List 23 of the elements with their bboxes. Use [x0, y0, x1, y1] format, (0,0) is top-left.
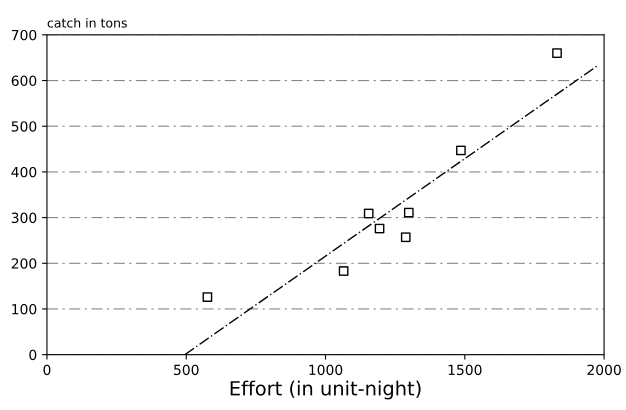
y-tick-label: 200: [12, 258, 36, 269]
x-tick-label: 0: [43, 364, 50, 376]
x-tick-label: 1500: [448, 364, 482, 376]
y-axis-title: catch in tons: [48, 18, 127, 28]
point: [552, 48, 562, 58]
x-tick-label: 500: [174, 364, 199, 376]
x-tick-label: 2000: [587, 364, 621, 376]
y-tick-label: 500: [12, 121, 36, 132]
y-tick-label: 600: [12, 76, 36, 86]
point: [400, 232, 411, 242]
y-tick-label: 300: [12, 212, 36, 224]
point: [404, 208, 414, 218]
point: [456, 146, 466, 156]
y-tick-label: 700: [12, 30, 36, 40]
point: [202, 292, 212, 302]
point: [374, 224, 384, 234]
point: [338, 266, 348, 276]
y-tick-label: 400: [11, 166, 36, 178]
x-tick-label: 1000: [309, 364, 342, 376]
x-axis-title: Effort (in unit-night): [230, 380, 421, 400]
point: [364, 208, 374, 218]
y-tick-label: 100: [12, 304, 36, 314]
y-tick-label: 0: [29, 350, 36, 360]
